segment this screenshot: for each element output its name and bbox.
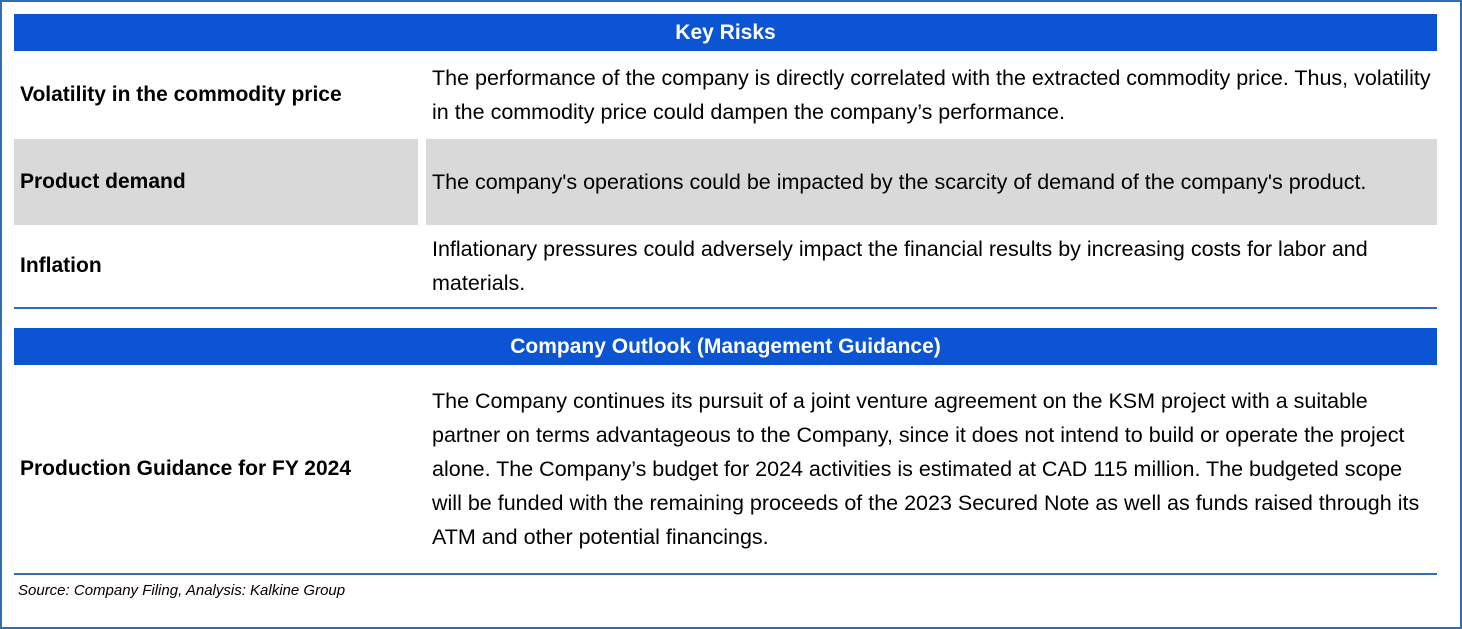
outlook-label: Production Guidance for FY 2024 <box>20 457 352 480</box>
column-gap <box>418 51 426 139</box>
risk-label: Inflation <box>20 254 102 277</box>
outlook-row-guidance: Production Guidance for FY 2024 The Comp… <box>14 365 1437 573</box>
column-gap <box>418 225 426 307</box>
source-note: Source: Company Filing, Analysis: Kalkin… <box>18 582 346 599</box>
risk-label: Volatility in the commodity price <box>20 83 342 106</box>
content-area: Key Risks Volatility in the commodity pr… <box>14 14 1437 602</box>
section-divider <box>14 573 1437 575</box>
risk-description: The company's operations could be impact… <box>426 139 1437 225</box>
risk-row-commodity: Volatility in the commodity price The pe… <box>14 51 1437 139</box>
section-divider <box>14 307 1437 309</box>
section-spacer <box>14 309 1437 328</box>
outlook-header: Company Outlook (Management Guidance) <box>14 328 1437 365</box>
risk-description: Inflationary pressures could adversely i… <box>432 237 1368 295</box>
risk-row-demand: Product demand The company's operations … <box>14 139 1437 225</box>
risk-row-inflation: Inflation Inflationary pressures could a… <box>14 225 1437 307</box>
column-gap <box>418 365 426 573</box>
risk-description: The performance of the company is direct… <box>432 66 1431 124</box>
outlook-description: The Company continues its pursuit of a j… <box>432 389 1420 549</box>
risk-label: Product demand <box>14 139 418 225</box>
column-gap <box>418 139 426 225</box>
key-risks-header: Key Risks <box>14 14 1437 51</box>
